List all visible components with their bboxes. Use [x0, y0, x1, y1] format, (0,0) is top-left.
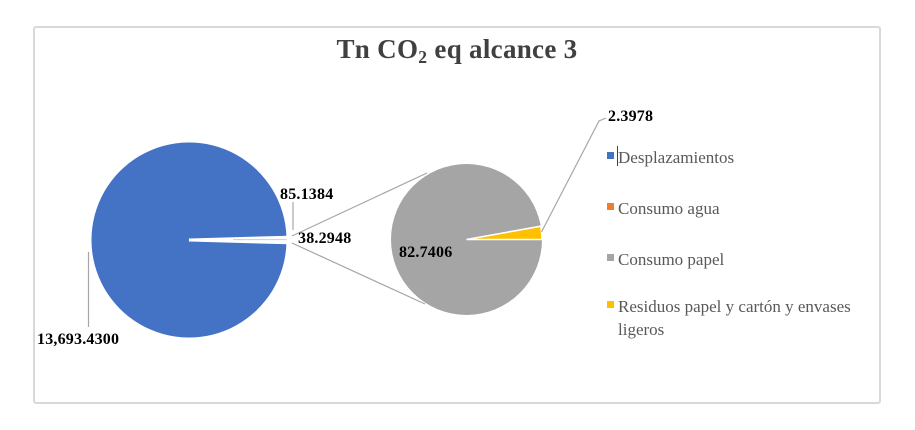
data-label-desplazamientos: 13,693.4300 — [37, 331, 120, 348]
legend-swatch-consumo-papel — [607, 254, 614, 261]
chart-title-subscript: 2 — [418, 46, 428, 67]
text-cursor-artifact — [617, 146, 618, 166]
connector-line-bottom — [291, 242, 426, 305]
legend-swatch-residuos — [607, 301, 614, 308]
legend-label: Desplazamientos — [618, 148, 735, 167]
chart-title-prefix: Tn CO — [336, 34, 419, 64]
data-label-consumo-agua: 38.2948 — [298, 230, 352, 247]
leader-line-residuos — [540, 117, 607, 233]
legend-label: Consumo papel — [618, 250, 725, 269]
pie-slice-residuos — [466, 225, 543, 241]
legend-item-consumo-agua: Consumo agua — [607, 197, 720, 220]
legend-item-desplazamientos: Desplazamientos — [607, 146, 734, 169]
legend-label: Residuos papel y cartón y envases ligero… — [618, 297, 851, 339]
legend-item-residuos: Residuos papel y cartón y envases ligero… — [607, 295, 883, 341]
chart-legend: Desplazamientos Consumo agua Consumo pap… — [607, 146, 883, 339]
legend-label: Consumo agua — [618, 199, 720, 218]
connector-line-top — [291, 172, 428, 237]
legend-item-consumo-papel: Consumo papel — [607, 248, 724, 271]
chart-title: Tn CO2 eq alcance 3 — [33, 34, 881, 68]
data-label-consumo-papel: 82.7406 — [399, 244, 453, 261]
chart-title-suffix: eq alcance 3 — [427, 34, 578, 64]
legend-swatch-consumo-agua — [607, 203, 614, 210]
legend-swatch-desplazamientos — [607, 152, 614, 159]
data-label-residuos: 2.3978 — [608, 108, 654, 125]
data-label-grupo-secundario: 85.1384 — [280, 186, 334, 203]
